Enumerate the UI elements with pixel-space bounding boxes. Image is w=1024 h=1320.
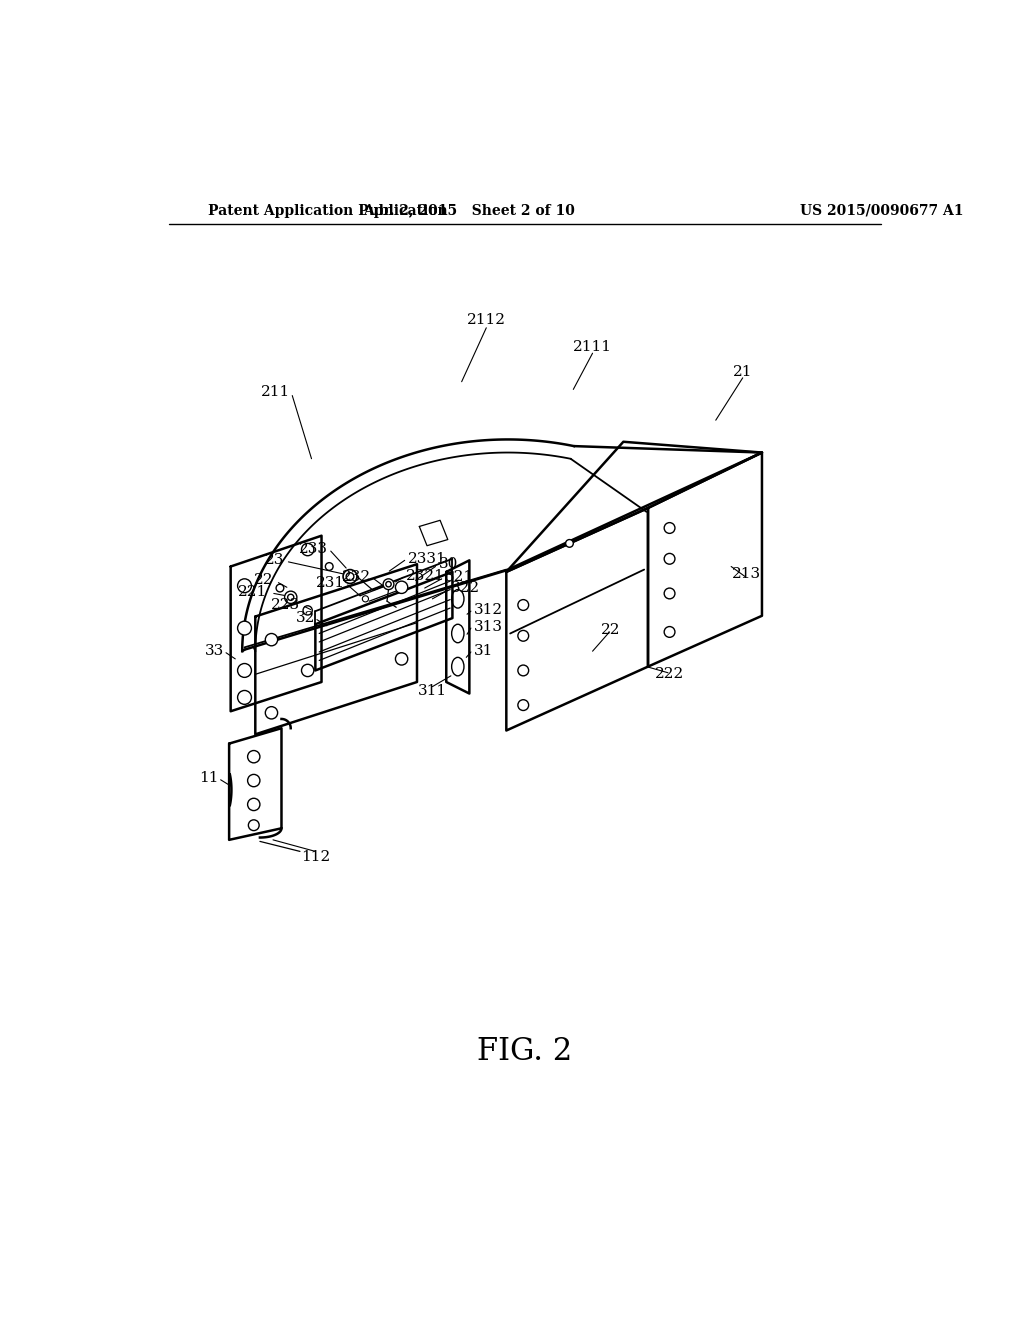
Text: 312: 312: [474, 603, 503, 616]
Text: 2112: 2112: [467, 313, 506, 327]
Circle shape: [265, 634, 278, 645]
Circle shape: [518, 665, 528, 676]
Text: 321: 321: [444, 569, 474, 583]
Circle shape: [248, 775, 260, 787]
Text: 211: 211: [261, 384, 290, 399]
Text: 213: 213: [732, 568, 761, 581]
Circle shape: [326, 562, 333, 570]
Circle shape: [665, 553, 675, 564]
Circle shape: [248, 751, 260, 763]
Circle shape: [665, 589, 675, 599]
Text: US 2015/0090677 A1: US 2015/0090677 A1: [801, 203, 964, 218]
Circle shape: [301, 544, 313, 556]
Text: 313: 313: [474, 619, 503, 634]
Text: FIG. 2: FIG. 2: [477, 1036, 572, 1067]
Circle shape: [665, 523, 675, 533]
Circle shape: [276, 585, 284, 591]
Text: 32: 32: [296, 611, 315, 626]
Circle shape: [265, 706, 278, 719]
Circle shape: [285, 591, 297, 603]
Text: 31: 31: [474, 644, 494, 659]
Circle shape: [249, 820, 259, 830]
Circle shape: [248, 799, 260, 810]
Text: Patent Application Publication: Patent Application Publication: [208, 203, 447, 218]
Text: 232: 232: [342, 570, 371, 585]
Text: Apr. 2, 2015   Sheet 2 of 10: Apr. 2, 2015 Sheet 2 of 10: [364, 203, 575, 218]
Circle shape: [395, 653, 408, 665]
Text: 22: 22: [601, 623, 621, 636]
Text: 22: 22: [254, 573, 273, 587]
Circle shape: [395, 581, 408, 594]
Circle shape: [383, 578, 394, 590]
Circle shape: [238, 690, 252, 705]
Text: 231: 231: [315, 577, 345, 590]
Circle shape: [238, 622, 252, 635]
Circle shape: [343, 570, 357, 583]
Circle shape: [238, 664, 252, 677]
Text: 222: 222: [655, 668, 684, 681]
Text: 233: 233: [299, 541, 328, 556]
Text: 2321: 2321: [407, 569, 445, 582]
Circle shape: [665, 627, 675, 638]
Text: 322: 322: [451, 581, 480, 595]
Text: 221: 221: [239, 585, 267, 599]
Circle shape: [238, 578, 252, 593]
Circle shape: [518, 631, 528, 642]
Text: 30: 30: [438, 557, 458, 572]
Circle shape: [565, 540, 573, 548]
Text: 112: 112: [301, 850, 330, 863]
Text: 33: 33: [205, 644, 224, 659]
Text: 2111: 2111: [573, 341, 612, 354]
Circle shape: [518, 599, 528, 610]
Text: 2331: 2331: [408, 552, 446, 566]
Text: 21: 21: [733, 366, 753, 379]
Text: 23: 23: [265, 553, 285, 568]
Circle shape: [301, 664, 313, 677]
Circle shape: [518, 700, 528, 710]
Text: 223: 223: [270, 598, 300, 612]
Text: 311: 311: [418, 684, 446, 698]
Text: 11: 11: [200, 771, 219, 785]
